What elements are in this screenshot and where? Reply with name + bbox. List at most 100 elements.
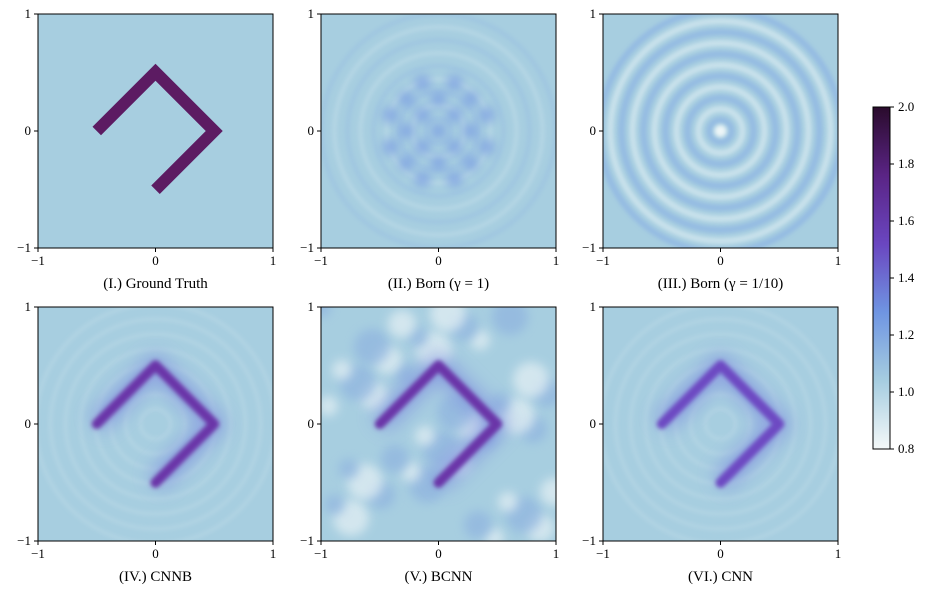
ring-artifact bbox=[139, 407, 172, 441]
x-tick-label: 1 bbox=[270, 253, 277, 268]
image-background bbox=[38, 14, 273, 248]
panel-title: (I.) Ground Truth bbox=[103, 276, 208, 292]
colorbar-tick-label: 1.0 bbox=[898, 384, 914, 399]
noise-artifact bbox=[540, 478, 556, 506]
noise-artifact bbox=[321, 396, 338, 416]
noise-artifact bbox=[354, 329, 390, 365]
object-shape bbox=[92, 63, 223, 194]
y-tick-label: 1 bbox=[308, 299, 315, 314]
y-tick-label: 1 bbox=[590, 6, 597, 21]
ring-artifact bbox=[332, 25, 545, 237]
colorbar-tick-label: 2.0 bbox=[898, 99, 914, 114]
noise-artifact bbox=[339, 459, 359, 479]
colorbar-tick-label: 1.8 bbox=[898, 156, 914, 171]
colorbar-tick-label: 1.6 bbox=[898, 213, 915, 228]
x-tick-label: 1 bbox=[835, 253, 842, 268]
blob-artifact bbox=[430, 155, 447, 171]
blob-artifact bbox=[414, 75, 431, 91]
ring-artifact bbox=[695, 106, 746, 156]
y-tick-label: −1 bbox=[582, 533, 596, 548]
blob-artifact bbox=[398, 123, 415, 139]
blob-artifact bbox=[478, 139, 495, 155]
ring-artifact bbox=[371, 64, 506, 198]
colorbar bbox=[872, 106, 891, 450]
ring-artifact bbox=[651, 62, 790, 200]
y-tick-label: −1 bbox=[582, 240, 596, 255]
x-tick-label: −1 bbox=[314, 253, 328, 268]
noise-artifact bbox=[321, 307, 331, 317]
y-tick-label: 0 bbox=[25, 416, 32, 431]
ring-artifact bbox=[704, 407, 737, 441]
blob-artifact bbox=[446, 75, 463, 91]
noise-artifact bbox=[388, 310, 416, 338]
blob-artifact bbox=[430, 123, 447, 139]
ring-artifact bbox=[423, 116, 454, 146]
y-tick-label: 0 bbox=[308, 416, 315, 431]
x-tick-label: 1 bbox=[553, 253, 560, 268]
colorbar-tick-label: 1.2 bbox=[898, 327, 914, 342]
heatmap-image bbox=[603, 14, 838, 248]
x-tick-label: 0 bbox=[717, 253, 724, 268]
x-tick-label: −1 bbox=[314, 546, 328, 561]
y-tick-label: −1 bbox=[300, 533, 314, 548]
object-shape bbox=[656, 360, 785, 488]
blob-artifact bbox=[414, 107, 431, 123]
y-tick-label: 0 bbox=[590, 416, 597, 431]
ring-artifact bbox=[614, 317, 827, 531]
noise-artifact bbox=[430, 307, 466, 332]
blob-artifact bbox=[446, 107, 463, 123]
image-background bbox=[38, 307, 273, 541]
object-shape bbox=[91, 360, 220, 488]
y-tick-label: 1 bbox=[25, 6, 32, 21]
ring-artifact bbox=[384, 77, 493, 185]
noise-artifact bbox=[325, 495, 345, 515]
x-tick-label: 0 bbox=[152, 253, 159, 268]
blob-artifact bbox=[398, 91, 415, 107]
noise-artifact bbox=[492, 307, 528, 335]
noise-artifact bbox=[415, 426, 435, 446]
image-background bbox=[603, 307, 838, 541]
ring-artifact bbox=[79, 347, 232, 501]
ring-artifact bbox=[64, 332, 247, 516]
ring-artifact bbox=[629, 332, 812, 516]
blob-artifact bbox=[462, 155, 479, 171]
blob-artifact bbox=[398, 155, 415, 171]
heatmap-image bbox=[321, 14, 556, 248]
blob-artifact bbox=[430, 91, 447, 107]
ring-artifact bbox=[640, 51, 801, 211]
blob-artifact bbox=[478, 107, 495, 123]
blob-artifact bbox=[462, 123, 479, 139]
ring-artifact bbox=[706, 117, 735, 145]
blob-artifact bbox=[462, 91, 479, 107]
ring-artifact bbox=[618, 29, 823, 233]
x-tick-label: −1 bbox=[31, 253, 45, 268]
y-tick-label: 0 bbox=[590, 123, 597, 138]
y-tick-label: 1 bbox=[308, 6, 315, 21]
y-tick-label: −1 bbox=[17, 240, 31, 255]
ring-artifact bbox=[673, 84, 768, 178]
x-tick-label: 0 bbox=[717, 546, 724, 561]
blob-artifact bbox=[446, 171, 463, 187]
y-tick-label: 0 bbox=[25, 123, 32, 138]
colorbar-tick-label: 1.4 bbox=[898, 270, 915, 285]
noise-artifact bbox=[513, 362, 549, 398]
x-tick-label: −1 bbox=[31, 546, 45, 561]
panel-title: (III.) Born (γ = 1/10) bbox=[658, 276, 783, 292]
heatmap-image bbox=[321, 307, 556, 541]
ring-artifact bbox=[689, 392, 752, 456]
x-tick-label: −1 bbox=[596, 253, 610, 268]
heatmap-image bbox=[38, 14, 273, 248]
ring-artifact bbox=[358, 51, 519, 211]
ring-artifact bbox=[607, 18, 834, 244]
noise-artifact bbox=[464, 511, 492, 539]
heatmap-image bbox=[38, 307, 273, 541]
ring-artifact bbox=[714, 125, 727, 137]
ring-artifact bbox=[684, 95, 757, 167]
noise-artifact bbox=[332, 360, 352, 380]
blob-artifact bbox=[382, 139, 399, 155]
panel-title: (V.) BCNN bbox=[404, 569, 472, 585]
x-tick-label: 1 bbox=[270, 546, 277, 561]
panel-title: (VI.) CNN bbox=[688, 569, 753, 585]
ring-artifact bbox=[662, 73, 779, 189]
